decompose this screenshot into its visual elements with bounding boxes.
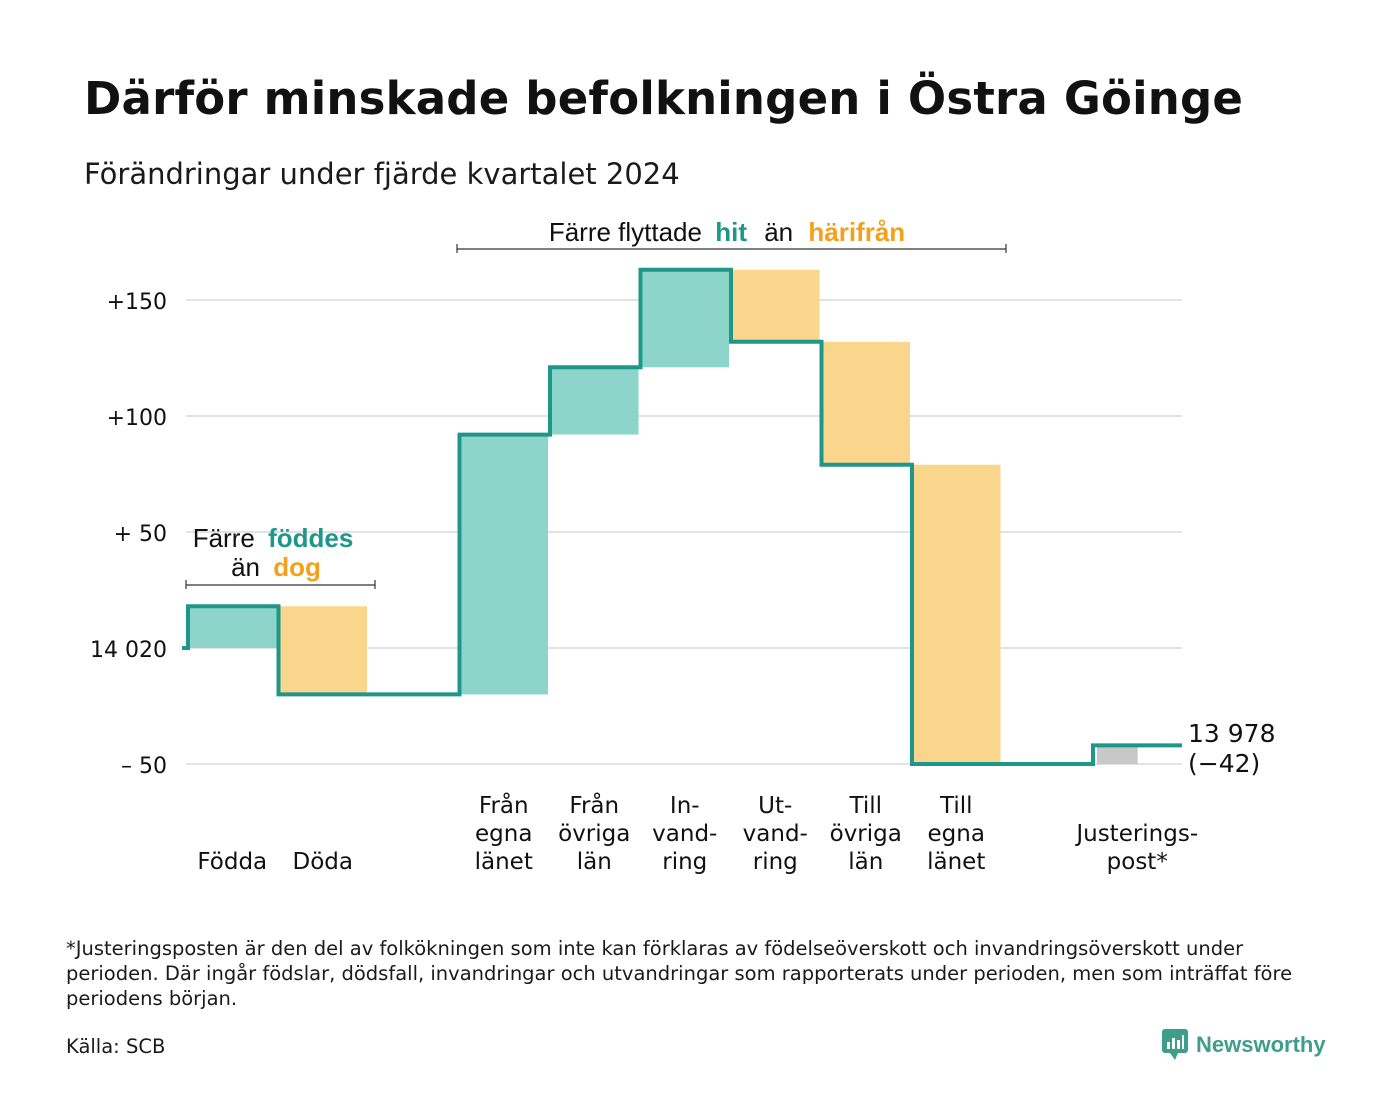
annotation-natural-orange: dog xyxy=(273,552,321,582)
bar xyxy=(460,434,548,695)
y-tick-label: + 50 xyxy=(114,522,167,547)
bar xyxy=(1097,745,1138,764)
step-line xyxy=(182,267,1182,766)
brand-name: Newsworthy xyxy=(1196,1032,1326,1057)
x-tick-label: Ut- xyxy=(758,793,792,819)
annotation-natural-teal: föddes xyxy=(268,523,353,553)
annotation-natural-line2: än dog xyxy=(231,552,321,582)
y-axis-ticks: +150 +100 + 50 14 020 – 50 xyxy=(90,290,167,779)
x-tick-label: övriga xyxy=(558,821,630,847)
x-tick-label: Från xyxy=(479,791,529,819)
x-tick-label: länet xyxy=(927,849,985,875)
annotation-migration: Färre flyttade hit än härifrån xyxy=(456,217,1007,253)
annotation-migration-middle: än xyxy=(764,217,793,247)
y-tick-label: +100 xyxy=(107,406,167,431)
bars xyxy=(189,269,1138,764)
x-tick-label: vand- xyxy=(743,821,808,847)
bar xyxy=(641,269,729,368)
source-label: Källa: SCB xyxy=(66,1035,166,1058)
end-change-label: (−42) xyxy=(1188,749,1260,778)
annotation-natural-line2-prefix: än xyxy=(231,552,260,582)
x-tick-label: Till xyxy=(848,793,882,819)
annotation-migration-orange: härifrån xyxy=(808,217,905,247)
newsworthy-logo-icon xyxy=(1162,1029,1188,1060)
x-tick-label: län xyxy=(577,849,612,875)
annotation-natural: Färre föddes än dog xyxy=(185,523,376,589)
running-total-line xyxy=(182,267,1182,766)
y-tick-label: – 50 xyxy=(121,754,167,779)
x-tick-label: Födda xyxy=(197,849,267,875)
x-tick-label: post* xyxy=(1107,849,1168,875)
x-tick-label: Justerings- xyxy=(1074,821,1198,847)
end-value-label: 13 978 xyxy=(1188,719,1275,748)
x-axis-labels: Födda DödaFrånegnalänetFrånövrigalänIn-va… xyxy=(197,791,1198,875)
bar xyxy=(551,367,639,435)
x-tick-label: Från xyxy=(569,791,619,819)
x-tick-label: länet xyxy=(475,849,533,875)
footnote: *Justeringsposten är den del av folkökni… xyxy=(66,937,1293,1010)
y-tick-label: +150 xyxy=(107,290,167,315)
bar xyxy=(913,464,1001,764)
brand-logo[interactable]: Newsworthy xyxy=(1162,1028,1326,1062)
chart-subtitle: Förändringar under fjärde kvartalet 2024 xyxy=(84,157,680,191)
bar xyxy=(279,606,367,695)
x-tick-label: egna xyxy=(928,821,985,847)
bar xyxy=(732,269,820,342)
x-tick-label: ring xyxy=(662,849,707,875)
x-tick-label: In- xyxy=(670,793,700,819)
annotation-migration-prefix: Färre flyttade xyxy=(549,217,702,247)
y-tick-label: 14 020 xyxy=(90,638,167,663)
bar xyxy=(189,606,277,648)
x-tick-label: egna xyxy=(475,821,532,847)
x-tick-label: Döda xyxy=(293,849,353,875)
annotation-migration-text: Färre flyttade hit än härifrån xyxy=(549,217,905,247)
x-tick-label: ring xyxy=(753,849,798,875)
annotation-natural-prefix: Färre xyxy=(193,523,255,553)
x-tick-label: län xyxy=(848,849,883,875)
annotation-natural-line1: Färre föddes xyxy=(193,523,354,553)
x-tick-label: Till xyxy=(939,793,973,819)
x-tick-label: vand- xyxy=(652,821,717,847)
bar xyxy=(822,341,910,465)
annotation-migration-teal: hit xyxy=(715,217,747,247)
chart-title: Därför minskade befolkningen i Östra Göi… xyxy=(84,72,1244,125)
x-tick-label: övriga xyxy=(830,821,902,847)
